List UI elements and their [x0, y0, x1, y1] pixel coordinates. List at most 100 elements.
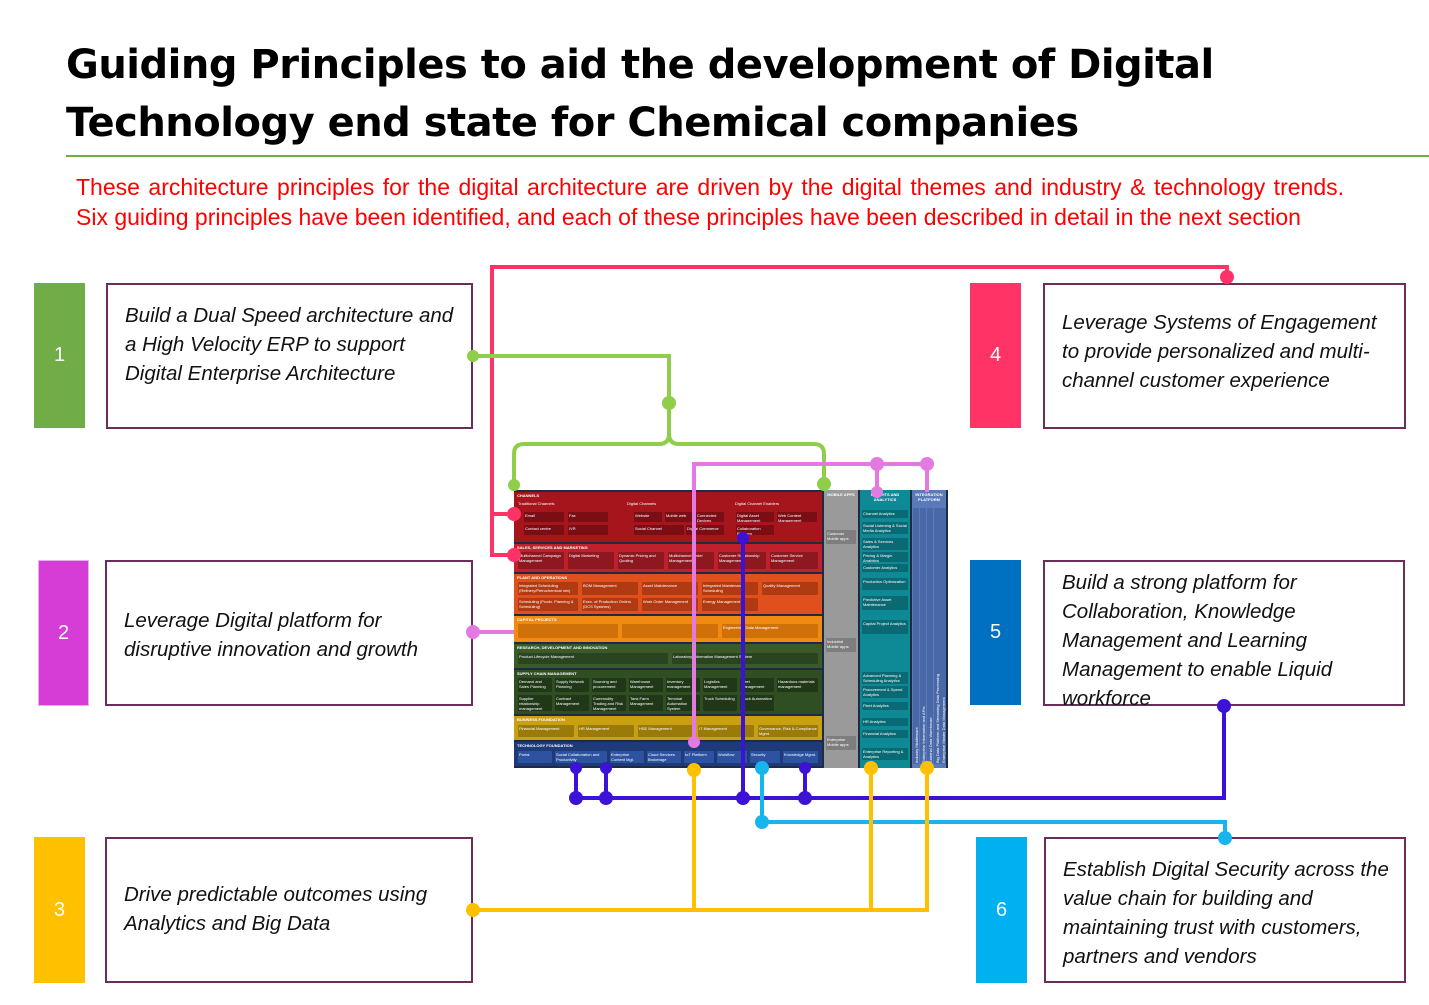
band-sales-services-marketing: SALES, SERVICES AND MARKETING Multichann…	[514, 544, 822, 572]
arch-cell: Digital Marketing	[568, 552, 614, 569]
arch-cell: IoT Platform	[684, 751, 714, 763]
connector-principle-4	[490, 265, 1229, 557]
arch-cell	[518, 624, 618, 638]
arch-cell: Digital Commerce	[686, 525, 724, 535]
connector-dot	[466, 903, 480, 917]
arch-cell: Sales & Services Analytics	[862, 538, 908, 550]
arch-cell: Pricing & Margin Analytics	[862, 552, 908, 562]
arch-cell: HR Management	[578, 725, 634, 737]
arch-cell: Demand and Sales Planning	[518, 678, 552, 692]
arch-cell: Warehouse Management	[629, 678, 663, 692]
connector-dot	[687, 763, 701, 777]
principle-4-text: Leverage Systems of Engagement to provid…	[1062, 311, 1377, 392]
connector-dot	[737, 532, 749, 544]
arch-cell: Production Optimization	[862, 578, 908, 590]
arch-cell: Fax	[568, 512, 608, 522]
column-mobile-apps: MOBILE APPS Customer Mobile apps Industr…	[824, 490, 858, 768]
principle-2-number: 2	[38, 560, 89, 706]
band-label: TECHNOLOGY FOUNDATION	[517, 743, 573, 748]
principle-3-number: 3	[34, 837, 85, 983]
connector-principle-2	[473, 462, 929, 742]
arch-cell: Predictive Asset Maintenance	[862, 596, 908, 610]
arch-cell: HSE Management	[638, 725, 694, 737]
arch-cell: IT Management	[698, 725, 754, 737]
arch-cell: Customer Service Management	[770, 552, 818, 569]
band-label: BUSINESS FOUNDATION	[517, 717, 565, 722]
connector-dot	[870, 457, 884, 471]
arch-cell: Knowledge Mgmt.	[783, 751, 818, 763]
principle-5-box: Build a strong platform for Collaboratio…	[1043, 560, 1405, 710]
connector-dot	[569, 791, 583, 805]
connector-dot	[817, 477, 831, 491]
arch-cell: Tank Farm Management	[629, 695, 663, 711]
connector-dot	[600, 762, 612, 774]
band-business-foundation: BUSINESS FOUNDATION Financial Management…	[514, 716, 822, 740]
arch-cell: Engineering Data Management	[722, 624, 818, 638]
band-label: SALES, SERVICES AND MARKETING	[517, 545, 588, 550]
connector-dot	[507, 548, 521, 562]
band-capital-projects: CAPITAL PROJECTS Engineering Data Manage…	[514, 616, 822, 642]
arch-cell: Contract Management	[555, 695, 589, 711]
arch-cell: HR Analytics	[862, 718, 908, 726]
principle-6-box: Establish Digital Security across the va…	[1044, 837, 1406, 983]
band-supply-chain: SUPPLY CHAIN MANAGEMENT Demand and Sales…	[514, 670, 822, 714]
arch-cell: Enterprise Mobile apps	[826, 736, 856, 750]
principle-1-number: 1	[34, 283, 85, 428]
connector-dot	[688, 736, 700, 748]
arch-cell: IVR	[568, 525, 608, 535]
connector-principle-1	[473, 354, 826, 488]
connector-dot	[920, 761, 934, 775]
principle-6-text: Establish Digital Security across the va…	[1063, 858, 1389, 968]
connector-dot	[507, 507, 521, 521]
principle-2-text: Leverage Digital platform for disruptive…	[124, 609, 419, 661]
connector-principle-5	[574, 538, 1226, 800]
connector-dot	[466, 625, 480, 639]
arch-cell: Financial Management	[518, 725, 574, 737]
page-title: Guiding Principles to aid the developmen…	[66, 42, 1214, 146]
connector-dot	[599, 791, 613, 805]
arch-cell: Connected Devices	[696, 512, 724, 522]
connector-dot	[920, 457, 934, 471]
arch-cell: Terminal Automation System	[666, 695, 700, 711]
connector-dot	[799, 762, 811, 774]
arch-cell: Mobile web	[665, 512, 693, 522]
arch-cell: Integrated Scheduling (Refinery/Petroche…	[518, 582, 578, 595]
arch-cell: Commodity Trading and Risk Management	[592, 695, 626, 711]
column-label: INTEGRATION PLATFORM	[915, 492, 943, 502]
connector-principle-6	[760, 768, 1227, 838]
arch-cell: Truck Automation	[740, 695, 774, 711]
arch-cell: Work Order Management	[642, 598, 698, 611]
arch-cell: Social Listening & Social Media Analytic…	[862, 522, 908, 534]
connector-dot	[467, 350, 479, 362]
principle-6-number: 6	[976, 837, 1027, 983]
band-label: RESEARCH, DEVELOPMENT AND INNOVATION	[517, 645, 608, 650]
connector-dot	[1217, 699, 1231, 713]
connector-dot	[662, 396, 676, 410]
arch-cell: Quality Management	[762, 582, 818, 595]
arch-cell: Enterprise Content Mgt.	[610, 751, 644, 763]
arch-cell: Customer Analytics	[862, 564, 908, 572]
arch-cell: Procurement & Spend Analytics	[862, 686, 908, 698]
arch-cell: Digital Channels	[627, 501, 657, 506]
principle-1-box: Build a Dual Speed architecture and a Hi…	[106, 283, 473, 429]
column-insights-analytics: INSIGHTS AND ANALYTICS Channel Analytics…	[860, 490, 910, 768]
arch-cell: Traditional Channels	[518, 501, 555, 506]
connector-dot	[798, 791, 812, 805]
arch-cell: Security	[750, 751, 780, 763]
arch-cell: Capital Project Analytics	[862, 620, 908, 634]
arch-cell: Digital Asset Management	[736, 512, 774, 522]
arch-cell: Workflow	[717, 751, 747, 763]
principle-3-text: Drive predictable outcomes using Analyti…	[124, 883, 428, 935]
intro-paragraph: These architecture principles for the di…	[76, 174, 1344, 230]
principle-4-number: 4	[970, 283, 1021, 428]
title-divider	[66, 155, 1429, 157]
arch-cell: Asset Maintenance	[642, 582, 698, 595]
column-label: INSIGHTS AND ANALYTICS	[870, 492, 900, 502]
arch-cell: Portal	[518, 751, 552, 763]
arch-cell: Exec. of Production Orders (DCS Systems)	[582, 598, 638, 611]
arch-cell: Multichannel Order Management	[668, 552, 714, 569]
arch-cell: Website	[634, 512, 662, 522]
column-integration-platform: INTEGRATION PLATFORM Industry Middleware…	[912, 490, 946, 768]
arch-cell: Channel Analytics	[862, 510, 908, 518]
